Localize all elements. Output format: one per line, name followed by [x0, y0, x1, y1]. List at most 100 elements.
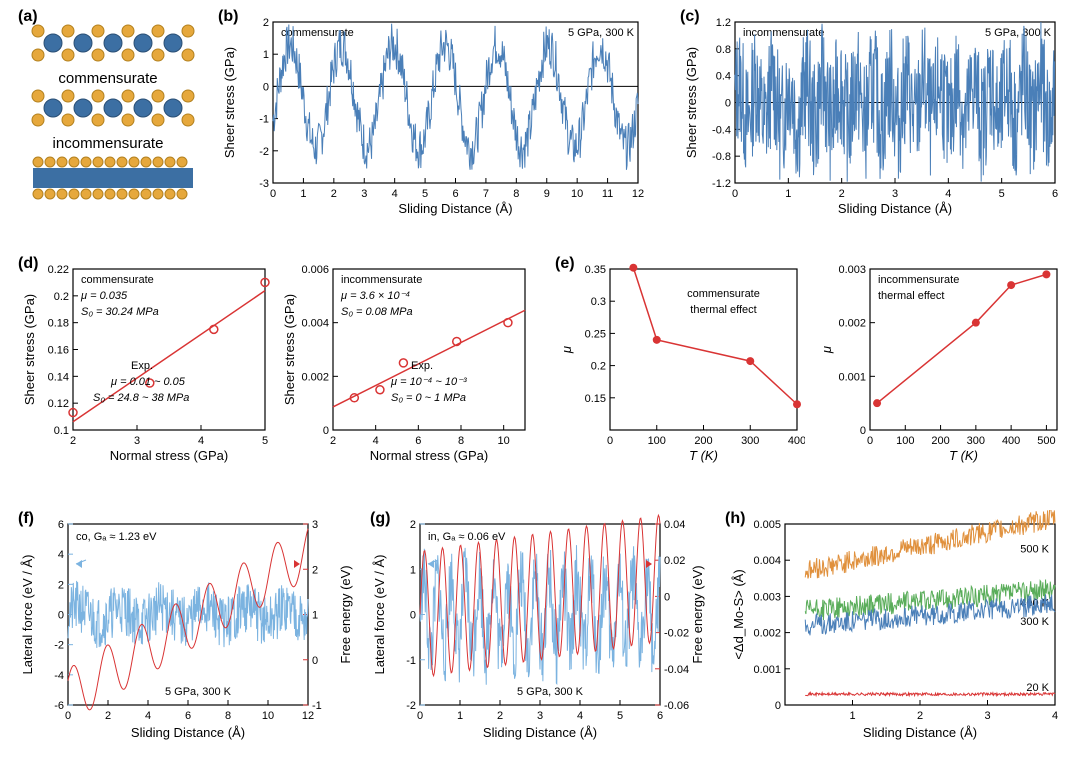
svg-text:3: 3 — [984, 710, 990, 722]
svg-text:0.04: 0.04 — [664, 519, 685, 531]
svg-text:-1: -1 — [406, 655, 416, 667]
incommensurate-label: incommensurate — [53, 135, 164, 152]
svg-text:0.001: 0.001 — [753, 664, 781, 676]
svg-text:-1.2: -1.2 — [712, 178, 731, 190]
svg-text:5: 5 — [999, 188, 1005, 200]
svg-text:Sheer stress (GPa): Sheer stress (GPa) — [282, 294, 297, 405]
svg-text:-0.04: -0.04 — [664, 664, 689, 676]
svg-text:0.22: 0.22 — [48, 264, 69, 276]
svg-text:-0.8: -0.8 — [712, 151, 731, 163]
svg-text:μ = 3.6 × 10⁻⁴: μ = 3.6 × 10⁻⁴ — [340, 290, 410, 302]
panel-g-chart: 0123456-2-1012-0.06-0.04-0.0200.020.04Sl… — [370, 510, 710, 750]
svg-text:0.006: 0.006 — [301, 264, 329, 276]
panel-f: (f) 024681012-6-4-20246-10123Sliding Dis… — [18, 510, 358, 750]
svg-text:Lateral force (eV / Å): Lateral force (eV / Å) — [372, 555, 387, 675]
svg-text:0.002: 0.002 — [753, 628, 781, 640]
svg-text:0.002: 0.002 — [301, 371, 329, 383]
panel-b-chart: 0123456789101112-3-2-1012Sliding Distanc… — [218, 8, 648, 223]
svg-text:300: 300 — [967, 435, 985, 447]
panel-g: (g) 0123456-2-1012-0.06-0.04-0.0200.020.… — [370, 510, 710, 750]
svg-text:0.3: 0.3 — [591, 296, 606, 308]
svg-text:1: 1 — [263, 49, 269, 61]
svg-text:0.1: 0.1 — [54, 425, 69, 437]
svg-text:S₀ = 30.24 MPa: S₀ = 30.24 MPa — [81, 306, 159, 318]
svg-text:Normal stress (GPa): Normal stress (GPa) — [110, 448, 228, 463]
svg-text:2: 2 — [330, 435, 336, 447]
svg-text:Exp.: Exp. — [411, 360, 433, 372]
svg-text:0.12: 0.12 — [48, 398, 69, 410]
panel-a-diagram: commensurate incommensurate — [18, 8, 198, 208]
panel-c: (c) 0123456-1.2-0.8-0.400.40.81.2Sliding… — [680, 8, 1065, 223]
svg-text:11: 11 — [602, 188, 613, 200]
svg-text:5 GPa, 300 K: 5 GPa, 300 K — [568, 27, 635, 39]
svg-text:1: 1 — [300, 188, 306, 200]
svg-text:thermal effect: thermal effect — [690, 304, 756, 316]
svg-text:10: 10 — [262, 710, 274, 722]
svg-text:10: 10 — [571, 188, 583, 200]
svg-text:0: 0 — [263, 81, 269, 93]
panel-f-label: (f) — [18, 510, 34, 528]
svg-text:-0.02: -0.02 — [664, 628, 689, 640]
svg-text:commensurate: commensurate — [281, 27, 354, 39]
svg-text:300 K: 300 K — [1020, 616, 1049, 628]
svg-text:0: 0 — [410, 610, 416, 622]
svg-text:S₀ = 24.8 ~ 38 MPa: S₀ = 24.8 ~ 38 MPa — [93, 392, 189, 404]
svg-text:0.16: 0.16 — [48, 345, 69, 357]
svg-text:5: 5 — [262, 435, 268, 447]
svg-text:-1: -1 — [312, 700, 322, 712]
panel-e2-chart: 010020030040050000.0010.0020.003T (K)μin… — [815, 255, 1065, 470]
svg-text:6: 6 — [58, 519, 64, 531]
svg-text:μ = 0.035: μ = 0.035 — [80, 290, 128, 302]
panel-d2: 24681000.0020.0040.006Normal stress (GPa… — [278, 255, 533, 470]
svg-text:0: 0 — [417, 710, 423, 722]
svg-text:5: 5 — [617, 710, 623, 722]
panel-b-label: (b) — [218, 8, 238, 26]
svg-text:commensurate: commensurate — [81, 274, 154, 286]
svg-text:3: 3 — [134, 435, 140, 447]
commensurate-label: commensurate — [58, 70, 157, 87]
svg-text:1: 1 — [457, 710, 463, 722]
svg-text:-2: -2 — [406, 700, 416, 712]
svg-text:-4: -4 — [54, 670, 64, 682]
svg-text:500 K: 500 K — [1020, 544, 1049, 556]
svg-text:0.14: 0.14 — [48, 371, 69, 383]
svg-text:3: 3 — [312, 519, 318, 531]
svg-text:2: 2 — [312, 564, 318, 576]
svg-text:500: 500 — [1037, 435, 1055, 447]
svg-text:0: 0 — [607, 435, 613, 447]
svg-text:Free energy (eV): Free energy (eV) — [338, 565, 353, 663]
panel-e-label: (e) — [555, 255, 575, 273]
panel-e2: 010020030040050000.0010.0020.003T (K)μin… — [815, 255, 1065, 470]
svg-text:4: 4 — [58, 549, 64, 561]
svg-text:2: 2 — [497, 710, 503, 722]
svg-text:Sheer stress (GPa): Sheer stress (GPa) — [22, 294, 37, 405]
svg-text:5: 5 — [422, 188, 428, 200]
svg-text:0.2: 0.2 — [591, 361, 606, 373]
svg-text:-3: -3 — [259, 178, 269, 190]
panel-a-label: (a) — [18, 8, 38, 26]
svg-text:12: 12 — [632, 188, 644, 200]
svg-text:-2: -2 — [54, 640, 64, 652]
svg-text:Sliding Distance (Å): Sliding Distance (Å) — [838, 201, 952, 216]
svg-text:Exp.: Exp. — [131, 360, 153, 372]
svg-text:μ: μ — [819, 346, 834, 354]
svg-text:0.15: 0.15 — [585, 393, 606, 405]
panel-a: (a) commensurate incommensurate — [18, 8, 198, 208]
svg-text:Normal stress (GPa): Normal stress (GPa) — [370, 448, 488, 463]
svg-text:0: 0 — [867, 435, 873, 447]
svg-text:6: 6 — [657, 710, 663, 722]
svg-text:0: 0 — [312, 655, 318, 667]
svg-text:in, Gₐ ≈ 0.06 eV: in, Gₐ ≈ 0.06 eV — [428, 531, 506, 543]
panel-h-chart: 123400.0010.0020.0030.0040.005Sliding Di… — [725, 510, 1065, 750]
svg-text:0: 0 — [65, 710, 71, 722]
svg-text:8: 8 — [225, 710, 231, 722]
svg-text:Sliding Distance (Å): Sliding Distance (Å) — [483, 725, 597, 740]
svg-text:2: 2 — [410, 519, 416, 531]
svg-text:400: 400 — [1002, 435, 1020, 447]
panel-d1: (d) 23450.10.120.140.160.180.20.22Normal… — [18, 255, 273, 470]
svg-text:3: 3 — [361, 188, 367, 200]
svg-text:0.35: 0.35 — [585, 264, 606, 276]
svg-text:1: 1 — [849, 710, 855, 722]
svg-text:2: 2 — [917, 710, 923, 722]
svg-text:5 GPa, 300 K: 5 GPa, 300 K — [517, 686, 584, 698]
